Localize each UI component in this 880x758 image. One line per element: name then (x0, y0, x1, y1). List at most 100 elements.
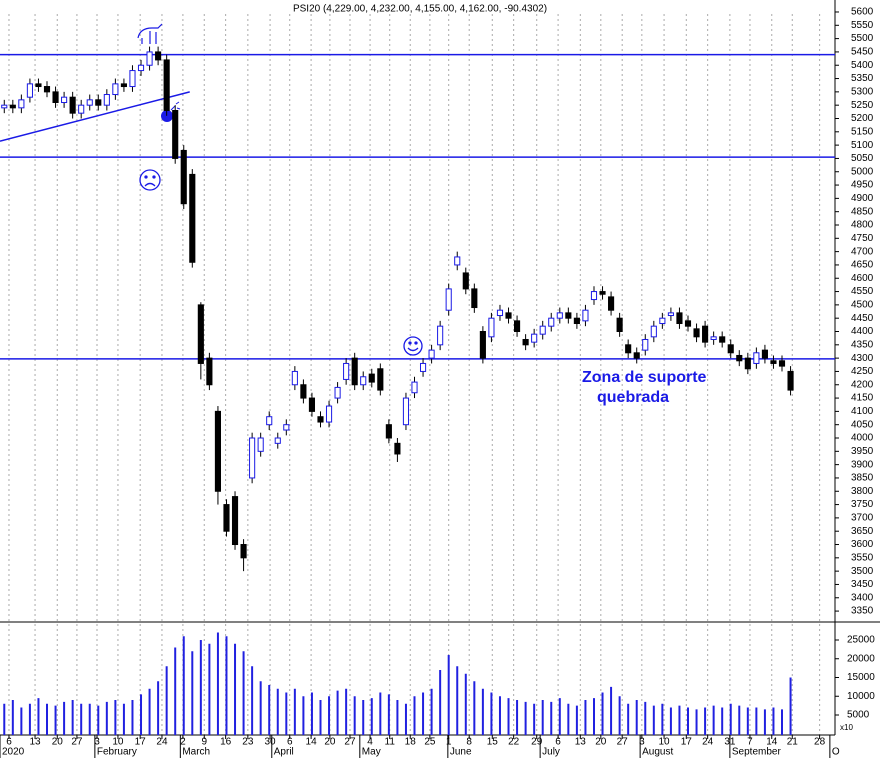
candle-body (599, 291, 606, 295)
y-tick-label: 4400 (851, 326, 874, 337)
candle-body (727, 344, 734, 354)
candle-body (9, 104, 16, 109)
candle-body (761, 349, 768, 359)
candle-body (650, 325, 657, 338)
volume-tick-label: 20000 (847, 653, 875, 664)
x-tick-label: 3 (639, 737, 645, 748)
candle-body (633, 352, 640, 359)
y-tick-label: 4600 (851, 273, 874, 284)
x-tick-label: 23 (242, 737, 254, 748)
candle-body (778, 360, 786, 367)
candle-body (103, 94, 110, 106)
candle-body (625, 344, 632, 354)
x-tick-label: 21 (787, 737, 799, 748)
x-tick-label: 1 (446, 737, 452, 748)
month-label: June (450, 747, 472, 758)
y-tick-label: 4200 (851, 379, 874, 390)
annotation: quebrada (597, 389, 669, 406)
y-tick-label: 3750 (851, 499, 874, 510)
candle-body (120, 83, 127, 88)
x-tick-label: 6 (6, 737, 12, 748)
y-tick-label: 4500 (851, 300, 874, 311)
y-tick-label: 4350 (851, 339, 874, 350)
candle-body (787, 370, 794, 391)
candle-body (69, 96, 76, 114)
candle-body (61, 96, 68, 104)
y-tick-label: 5300 (851, 87, 874, 98)
annotation: Zona de suporte (582, 369, 707, 386)
y-tick-label: 3900 (851, 459, 874, 470)
x-tick-label: 10 (112, 737, 124, 748)
candle-body (770, 360, 777, 364)
x-tick-label: 25 (424, 737, 436, 748)
x-tick-label: 3 (94, 737, 100, 748)
y-tick-label: 3700 (851, 513, 874, 524)
y-tick-label: 3450 (851, 579, 874, 590)
candle-body (479, 331, 486, 359)
candle-body (137, 64, 145, 72)
x-tick-label: 27 (71, 737, 83, 748)
y-tick-label: 4550 (851, 286, 874, 297)
candle-body (146, 51, 153, 66)
candle-body (667, 312, 674, 317)
y-tick-label: 4150 (851, 393, 874, 404)
x-tick-label: 20 (324, 737, 336, 748)
candle-body (582, 309, 589, 322)
candle-body (573, 317, 580, 325)
x-tick-label: 6 (287, 737, 293, 748)
y-tick-label: 3350 (851, 606, 874, 617)
candle-body (659, 317, 666, 325)
candle-body (368, 373, 375, 383)
candle-body (744, 357, 751, 370)
candle-body (163, 59, 170, 112)
candle-body (18, 99, 25, 109)
candle-body (26, 83, 33, 98)
candle-body (710, 336, 717, 340)
y-tick-label: 4650 (851, 260, 874, 271)
candle-body (343, 362, 350, 380)
y-tick-label: 5150 (851, 126, 874, 137)
x-tick-label: 6 (555, 737, 561, 748)
x-tick-label: 30 (265, 737, 277, 748)
candle-body (300, 384, 307, 399)
y-tick-label: 5000 (851, 166, 874, 177)
x-tick-label: 18 (405, 737, 417, 748)
sad-face-icon (139, 169, 161, 191)
candle-body (402, 397, 410, 426)
candle-body (684, 320, 692, 327)
candle-body (471, 288, 478, 309)
y-tick-label: 4300 (851, 353, 874, 364)
candle-body (249, 437, 256, 479)
y-tick-label: 5450 (851, 47, 874, 58)
x-tick-label: 29 (531, 737, 543, 748)
candle-body (514, 320, 521, 333)
x-tick-label: 27 (344, 737, 356, 748)
smiley-icon (403, 336, 423, 356)
x-tick-label: 24 (702, 737, 714, 748)
x-tick-label: 14 (306, 737, 318, 748)
candle-body (385, 424, 392, 439)
y-tick-label: 5100 (851, 140, 874, 151)
month-label: March (182, 747, 210, 758)
month-label: O (832, 747, 840, 758)
candle-body (437, 325, 444, 346)
volume-tick-label: 10000 (847, 691, 875, 702)
candle-body (274, 437, 281, 444)
candle-body (180, 149, 187, 205)
candle-body (616, 317, 623, 333)
marks: 6 13 20 27 3 10 17 24 2 9 16 23 30 6 14 20 27 4 11 18 25 1 8 15… (0, 7, 875, 758)
candle-body (462, 272, 469, 290)
candle-body (608, 296, 615, 311)
y-tick-label: 4900 (851, 193, 874, 204)
x-tick-label: 10 (659, 737, 671, 748)
y-tick-label: 4100 (851, 406, 874, 417)
candle-body (43, 86, 51, 93)
candle-body (78, 104, 85, 114)
y-tick-label: 4050 (851, 419, 874, 430)
x-tick-label: 17 (135, 737, 147, 748)
x-tick-label: 8 (466, 737, 472, 748)
y-tick-label: 4700 (851, 246, 874, 257)
candle-body (325, 405, 333, 423)
